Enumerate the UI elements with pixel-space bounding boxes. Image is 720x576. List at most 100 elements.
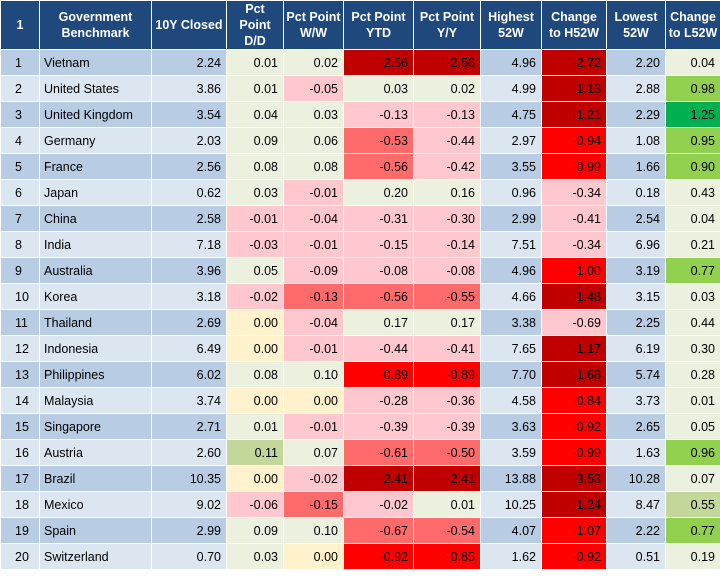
cell-ytd: 0.03 — [343, 75, 414, 102]
cell-ytd: -0.31 — [343, 205, 414, 232]
cell-ytd: -2.56 — [343, 49, 414, 76]
cell-ch52: -1.17 — [541, 335, 607, 362]
cell-closed: 2.58 — [151, 205, 227, 232]
cell-idx: 9 — [0, 257, 40, 284]
cell-cl52: 0.96 — [665, 439, 720, 466]
cell-closed: 6.49 — [151, 335, 227, 362]
cell-ch52: -0.99 — [541, 153, 607, 180]
cell-l52: 6.19 — [606, 335, 666, 362]
cell-l52: 1.63 — [606, 439, 666, 466]
table-row: 13 Philippines 6.02 0.08 0.10 -0.89 -0.89 7.70-… — [0, 361, 720, 388]
cell-yy: -0.13 — [413, 101, 481, 128]
cell-name: Japan — [39, 179, 152, 206]
cell-ytd: -0.39 — [343, 413, 414, 440]
column-header-dd: Pct Point D/D — [226, 0, 284, 50]
column-header-closed: 10Y Closed — [151, 0, 227, 50]
cell-ww: 0.03 — [283, 101, 344, 128]
cell-name: Singapore — [39, 413, 152, 440]
cell-cl52: 0.28 — [665, 361, 720, 388]
cell-cl52: 0.07 — [665, 465, 720, 492]
cell-cl52: 1.25 — [665, 101, 720, 128]
cell-yy: -0.42 — [413, 153, 481, 180]
table-row: 16 Austria 2.60 0.11 0.07 -0.61 -0.50 3.59 -0.99… — [0, 439, 720, 466]
table-row: 12 Indonesia 6.49 0.00 -0.01 -0.44 -0.41 7.65 -1… — [0, 335, 720, 362]
cell-h52: 4.75 — [480, 101, 542, 128]
cell-ch52: -3.53 — [541, 465, 607, 492]
cell-dd: 0.03 — [226, 543, 284, 570]
cell-yy: -0.54 — [413, 517, 481, 544]
cell-ytd: -0.02 — [343, 491, 414, 518]
cell-dd: 0.00 — [226, 335, 284, 362]
cell-closed: 2.24 — [151, 49, 227, 76]
cell-ww: 0.10 — [283, 361, 344, 388]
table-row: 8 India 7.18 -0.03 -0.01 -0.15 -0.14 7.51 -0.34 6… — [0, 231, 720, 258]
cell-idx: 13 — [0, 361, 40, 388]
cell-dd: 0.09 — [226, 127, 284, 154]
column-header-l52: Lowest 52W — [606, 0, 666, 50]
column-header-h52: Highest 52W — [480, 0, 542, 50]
cell-closed: 2.69 — [151, 309, 227, 336]
cell-dd: 0.01 — [226, 49, 284, 76]
table-row: 6 Japan 0.62 0.03 -0.01 0.20 0.16 0.96 -0.34 0.18… — [0, 179, 720, 206]
cell-dd: 0.00 — [226, 309, 284, 336]
cell-name: United States — [39, 75, 152, 102]
cell-dd: 0.03 — [226, 179, 284, 206]
cell-idx: 3 — [0, 101, 40, 128]
cell-cl52: 0.90 — [665, 153, 720, 180]
cell-yy: -0.39 — [413, 413, 481, 440]
cell-h52: 4.96 — [480, 257, 542, 284]
cell-idx: 6 — [0, 179, 40, 206]
cell-closed: 0.62 — [151, 179, 227, 206]
table-row: 5 France 2.56 0.08 0.08 -0.56 -0.42 3.55 -0.99 1.… — [0, 153, 720, 180]
cell-ww: -0.04 — [283, 205, 344, 232]
cell-name: Philippines — [39, 361, 152, 388]
column-header-ytd: Pct Point YTD — [343, 0, 414, 50]
cell-l52: 3.19 — [606, 257, 666, 284]
cell-closed: 2.56 — [151, 153, 227, 180]
table-row: 15 Singapore 2.71 0.01 -0.01 -0.39 -0.39 3.63 -0… — [0, 413, 720, 440]
cell-ch52: -0.41 — [541, 205, 607, 232]
column-header-name: Government Benchmark — [39, 0, 152, 50]
table-row: 3 United Kingdom 3.54 0.04 0.03 -0.13 -0.13 4.7… — [0, 101, 720, 128]
cell-l52: 6.96 — [606, 231, 666, 258]
cell-l52: 5.74 — [606, 361, 666, 388]
cell-yy: -0.89 — [413, 361, 481, 388]
table-row: 2 United States 3.86 0.01 -0.05 0.03 0.02 4.99-… — [0, 75, 720, 102]
cell-name: Germany — [39, 127, 152, 154]
cell-ytd: -0.92 — [343, 543, 414, 570]
cell-cl52: 0.95 — [665, 127, 720, 154]
cell-ww: 0.00 — [283, 387, 344, 414]
cell-ytd: -2.41 — [343, 465, 414, 492]
cell-cl52: 0.19 — [665, 543, 720, 570]
cell-name: United Kingdom — [39, 101, 152, 128]
cell-name: China — [39, 205, 152, 232]
cell-h52: 3.63 — [480, 413, 542, 440]
cell-idx: 20 — [0, 543, 40, 570]
cell-cl52: 0.21 — [665, 231, 720, 258]
cell-h52: 0.96 — [480, 179, 542, 206]
cell-name: Austria — [39, 439, 152, 466]
cell-h52: 1.62 — [480, 543, 542, 570]
cell-ytd: 0.20 — [343, 179, 414, 206]
cell-l52: 2.65 — [606, 413, 666, 440]
cell-closed: 3.96 — [151, 257, 227, 284]
cell-cl52: 0.04 — [665, 49, 720, 76]
cell-ww: -0.01 — [283, 179, 344, 206]
cell-dd: 0.09 — [226, 517, 284, 544]
cell-idx: 7 — [0, 205, 40, 232]
cell-dd: -0.06 — [226, 491, 284, 518]
cell-ytd: -0.15 — [343, 231, 414, 258]
cell-ytd: -0.61 — [343, 439, 414, 466]
cell-yy: -0.50 — [413, 439, 481, 466]
cell-cl52: 0.30 — [665, 335, 720, 362]
cell-l52: 3.15 — [606, 283, 666, 310]
cell-closed: 3.18 — [151, 283, 227, 310]
column-header-cl52: Change to L52W — [665, 0, 720, 50]
cell-l52: 2.29 — [606, 101, 666, 128]
cell-l52: 0.51 — [606, 543, 666, 570]
cell-yy: -0.14 — [413, 231, 481, 258]
column-header-yy: Pct Point Y/Y — [413, 0, 481, 50]
cell-idx: 4 — [0, 127, 40, 154]
cell-cl52: 0.77 — [665, 257, 720, 284]
cell-idx: 1 — [0, 49, 40, 76]
